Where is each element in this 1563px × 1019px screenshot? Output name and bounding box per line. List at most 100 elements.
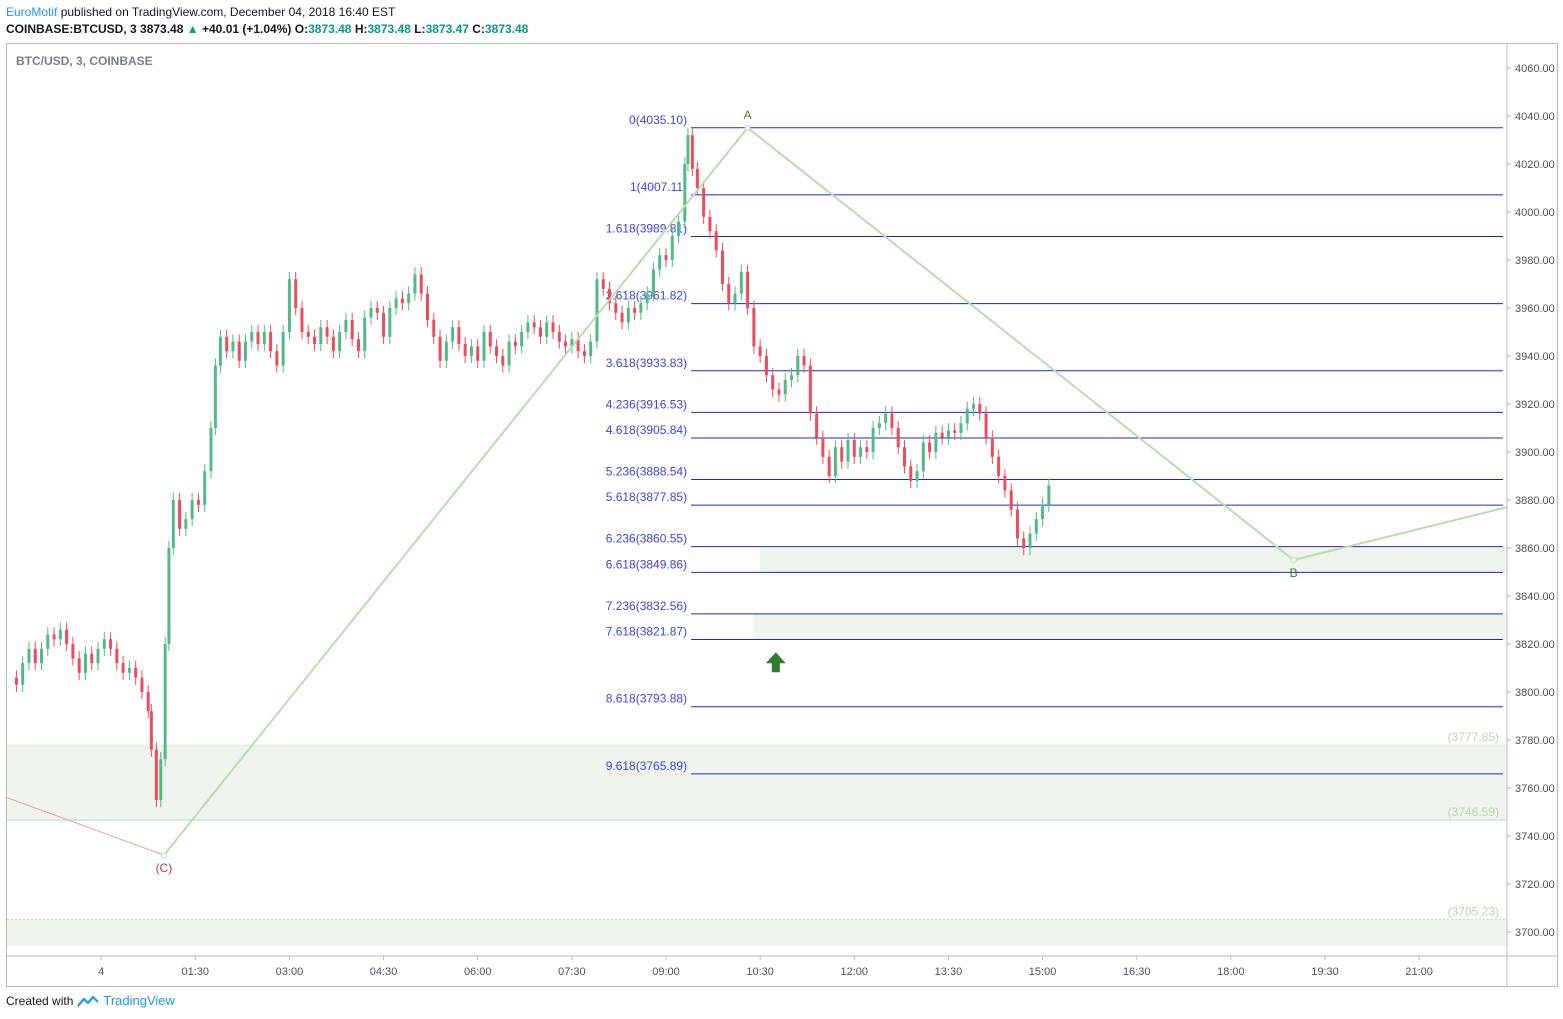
candle-body	[733, 293, 737, 304]
price-chart[interactable]: (3777.85) (3746.59) (3705.23) 0(4035.10) 1(…	[6, 44, 1557, 986]
x-tick-label: 18:00	[1217, 966, 1245, 978]
change-arrow-icon: ▲	[186, 22, 199, 36]
candle-body	[690, 135, 694, 169]
zone-price-label: (3746.59)	[1448, 805, 1499, 819]
wave-label: (C)	[156, 861, 173, 875]
y-tick-label: 3940.00	[1515, 351, 1555, 363]
candle-body	[213, 365, 217, 428]
wave-point	[1290, 557, 1297, 563]
candle-body	[595, 279, 599, 342]
candle-body	[783, 380, 787, 395]
y-tick-label: 3920.00	[1515, 399, 1555, 411]
candle-body	[833, 447, 837, 476]
candle-body	[909, 466, 913, 481]
wave-point	[744, 124, 751, 131]
candle-body	[96, 648, 100, 664]
candle-body	[262, 332, 266, 344]
candle-body	[1047, 485, 1051, 505]
candle-body	[576, 339, 580, 352]
candle-body	[902, 447, 906, 467]
candle-body	[71, 644, 75, 659]
candle-body	[871, 428, 875, 452]
candle-body	[407, 293, 411, 304]
candle-body	[890, 413, 894, 428]
target-zone	[760, 546, 1507, 573]
candle-body	[790, 375, 794, 380]
candle-body	[394, 298, 398, 308]
candle-body	[626, 308, 630, 323]
candle-body	[884, 413, 888, 424]
candle-body	[432, 320, 436, 337]
x-tick-label: 12:00	[841, 966, 869, 978]
close-label: C:	[472, 22, 485, 36]
y-tick-label: 3880.00	[1515, 495, 1555, 507]
candle-body	[978, 404, 982, 414]
candle-body	[250, 332, 254, 342]
candle-body	[614, 303, 618, 313]
x-tick-label: 10:30	[746, 966, 774, 978]
candle-body	[645, 293, 649, 304]
candle-body	[808, 365, 812, 414]
x-tick-label: 09:00	[652, 966, 680, 978]
tradingview-logo-icon	[77, 995, 100, 1007]
y-tick-label: 3860.00	[1515, 543, 1555, 555]
candle-body	[65, 629, 69, 644]
fib-level-label: 3.618(3933.83)	[606, 356, 687, 370]
tradingview-brand[interactable]: TradingView	[103, 993, 175, 1008]
candle-body	[664, 255, 668, 260]
candle-body	[633, 308, 637, 313]
candle-body	[1041, 504, 1045, 520]
candle-body	[896, 428, 900, 448]
fib-level-label: 9.618(3765.89)	[606, 759, 687, 773]
symbol-label: COINBASE:BTCUSD, 3	[6, 22, 137, 36]
candle-body	[149, 711, 153, 750]
author-link[interactable]: EuroMotif	[6, 5, 58, 19]
candle-body	[313, 336, 317, 344]
candle-body	[934, 432, 938, 452]
fib-level-label: 6.236(3860.55)	[606, 532, 687, 546]
candle-body	[557, 332, 561, 342]
candle-body	[1028, 533, 1032, 548]
chart-frame[interactable]: (3777.85) (3746.59) (3705.23) 0(4035.10) 1(…	[6, 43, 1558, 987]
candle-body	[127, 668, 131, 673]
candle-body	[184, 519, 188, 529]
candle-body	[840, 447, 844, 462]
candle-body	[33, 648, 37, 664]
candle-body	[457, 327, 461, 344]
candle-body	[21, 663, 25, 685]
candle-body	[821, 437, 825, 457]
zone-price-label: (3777.85)	[1448, 730, 1499, 744]
candle-body	[727, 284, 731, 304]
wave-layer: (C) A B	[6, 108, 1508, 875]
y-tick-label: 4060.00	[1515, 63, 1555, 75]
candle-body	[14, 677, 18, 685]
candle-body	[163, 644, 167, 760]
candle-body	[953, 430, 957, 433]
candle-body	[338, 332, 342, 352]
candle-body	[589, 341, 593, 356]
y-tick-label: 4040.00	[1515, 111, 1555, 123]
fib-level-label: 1(4007.11)	[630, 180, 687, 194]
candle-body	[140, 677, 144, 692]
candle-body	[115, 648, 119, 664]
elliott-wave-line	[1293, 506, 1508, 561]
last-price: 3873.48	[140, 22, 184, 36]
candle-body	[426, 293, 430, 320]
candle-body	[1003, 476, 1007, 491]
candle-body	[256, 332, 260, 344]
publish-info: EuroMotif published on TradingView.com, …	[6, 5, 395, 19]
candle-body	[350, 320, 354, 340]
elliott-wave-line	[746, 126, 1295, 561]
x-tick-label: 01:30	[182, 966, 210, 978]
fib-level-label: 4.236(3916.53)	[606, 397, 687, 411]
fib-level-label: 1.618(3989.81)	[606, 221, 687, 235]
y-tick-label: 3700.00	[1515, 927, 1555, 939]
candle-body	[815, 413, 819, 438]
candle-body	[134, 668, 138, 678]
candle-body	[319, 327, 323, 344]
candle-body	[58, 629, 62, 640]
change-value: +40.01 (+1.04%)	[202, 22, 292, 36]
candle-body	[90, 653, 94, 664]
low-label: L:	[414, 22, 426, 36]
candle-body	[702, 188, 706, 217]
